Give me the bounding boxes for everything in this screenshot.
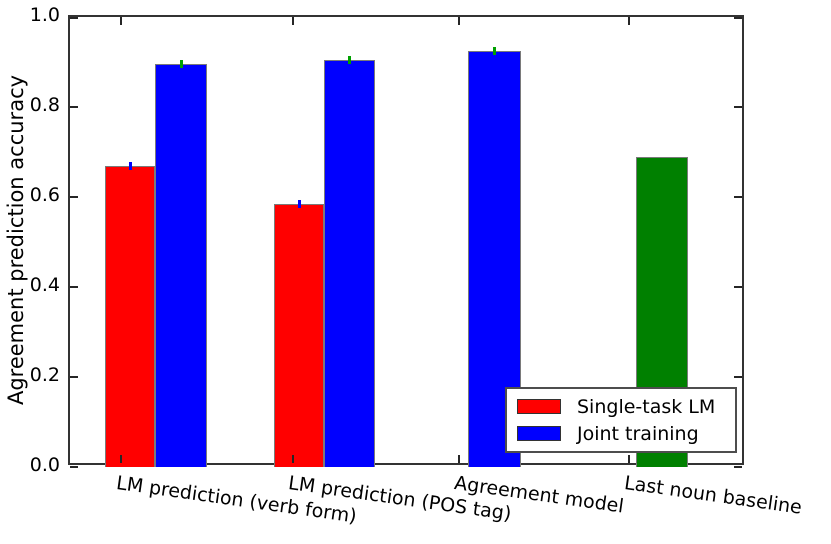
y-tick-label: 0.8 bbox=[29, 94, 60, 116]
legend-entry-joint-training: Joint training bbox=[517, 423, 725, 445]
error-bar bbox=[179, 60, 183, 69]
y-tick-label: 0.0 bbox=[29, 454, 60, 476]
bar-joint-training-1 bbox=[324, 59, 375, 467]
bar-single-task-lm-1 bbox=[274, 203, 324, 467]
x-tick-mark bbox=[458, 17, 460, 25]
y-tick-mark bbox=[70, 17, 78, 19]
y-tick-mark bbox=[70, 196, 78, 198]
y-tick-mark bbox=[70, 376, 78, 378]
legend: Single-task LM Joint training bbox=[505, 387, 737, 453]
y-tick-mark bbox=[70, 106, 78, 108]
legend-label: Single-task LM bbox=[577, 395, 716, 418]
x-tick-mark bbox=[120, 455, 122, 463]
error-bar bbox=[297, 199, 301, 208]
legend-label: Joint training bbox=[577, 422, 699, 445]
x-tick-mark bbox=[292, 17, 294, 25]
y-tick-mark bbox=[734, 466, 742, 468]
y-tick-mark bbox=[70, 466, 78, 468]
y-tick-mark bbox=[734, 196, 742, 198]
bar-joint-training-0 bbox=[155, 64, 207, 467]
y-tick-label: 1.0 bbox=[29, 4, 60, 26]
legend-swatch-blue bbox=[517, 426, 561, 441]
y-tick-mark bbox=[70, 286, 78, 288]
y-tick-label: 0.4 bbox=[29, 274, 60, 296]
y-tick-mark bbox=[734, 106, 742, 108]
y-tick-mark bbox=[734, 17, 742, 19]
error-bar bbox=[348, 55, 351, 64]
error-bar bbox=[128, 161, 132, 170]
x-tick-label: Last noun baseline bbox=[622, 472, 804, 519]
bar-single-task-lm-0 bbox=[105, 165, 155, 467]
y-tick-label: 0.2 bbox=[29, 364, 60, 386]
legend-entry-single-task-lm: Single-task LM bbox=[517, 396, 725, 418]
y-tick-mark bbox=[734, 286, 742, 288]
x-tick-mark bbox=[628, 17, 630, 25]
y-axis-label: Agreement prediction accuracy bbox=[4, 74, 28, 406]
y-tick-label: 0.6 bbox=[29, 184, 60, 206]
x-tick-mark bbox=[120, 17, 122, 25]
x-tick-mark bbox=[458, 455, 460, 463]
x-tick-mark bbox=[628, 455, 630, 463]
x-tick-mark bbox=[292, 455, 294, 463]
legend-swatch-red bbox=[517, 399, 561, 414]
y-tick-mark bbox=[734, 376, 742, 378]
error-bar bbox=[493, 46, 496, 55]
